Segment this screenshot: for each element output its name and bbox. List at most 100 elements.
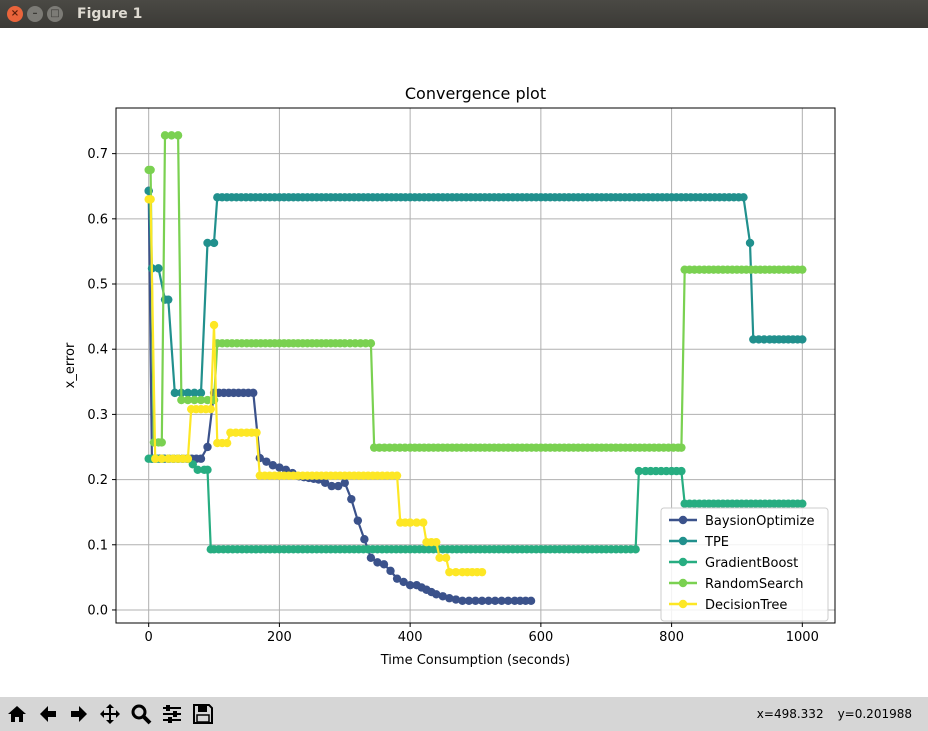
configure-subplots-button[interactable] [158,700,186,728]
data-point-tpe [739,193,748,202]
data-point-decisiontree [445,567,454,577]
y-tick-label: 0.1 [87,538,108,553]
data-point-baysionoptimize [196,454,206,463]
data-point-randomsearch [183,395,193,405]
figure-canvas[interactable]: 0 200 400 600 800 1000 0.0 0.1 0.2 0.3 0.4 0.5 0.6 0.… [0,28,928,697]
data-point-baysionoptimize [451,595,461,604]
data-point-baysionoptimize [464,596,474,606]
y-tick-label: 0.2 [87,473,108,488]
data-point-baysionoptimize [438,592,448,601]
save-icon [193,704,213,724]
data-point-randomsearch [160,131,170,140]
pan-icon [100,704,120,724]
data-point-randomsearch [203,395,212,405]
data-point-randomsearch [677,443,686,452]
minimize-window-button[interactable]: – [27,6,43,22]
home-button[interactable] [3,700,31,728]
y-axis-label: x_error [63,342,78,388]
data-point-decisiontree [392,471,402,480]
maximize-window-button[interactable]: □ [47,6,63,22]
cursor-y-readout: y=0.201988 [837,707,912,721]
data-point-decisiontree [477,567,487,577]
x-tick-label: 800 [659,630,684,645]
chart-title: Convergence plot [405,84,546,103]
data-point-baysionoptimize [275,463,284,472]
data-point-tpe [745,238,755,248]
legend-marker-baysionoptimize [678,515,688,525]
y-tick-label: 0.6 [87,212,108,227]
data-point-tpe [183,388,193,398]
legend-marker-gradientboost [678,557,688,567]
data-point-baysionoptimize [477,596,487,606]
data-point-baysionoptimize [392,574,402,583]
window-title: Figure 1 [77,6,143,22]
x-tick-label: 1000 [786,630,819,645]
data-point-decisiontree [435,553,444,563]
forward-button[interactable] [65,700,93,728]
data-point-randomsearch [190,395,199,405]
back-button[interactable] [34,700,62,728]
data-point-randomsearch [173,131,183,140]
data-point-decisiontree [412,518,421,527]
data-point-decisiontree [252,428,261,437]
data-point-baysionoptimize [327,481,336,491]
data-point-baysionoptimize [347,494,356,504]
data-point-gradientboost [798,499,807,508]
data-point-baysionoptimize [497,596,506,606]
pan-button[interactable] [96,700,124,728]
data-point-baysionoptimize [366,553,376,563]
convergence-chart: 0 200 400 600 800 1000 0.0 0.1 0.2 0.3 0.4 0.5 0.6 0.… [63,84,836,668]
home-icon [8,706,26,722]
series-line-randomsearch [148,134,803,449]
data-point-tpe [170,388,180,398]
window-controls: × – □ [7,6,63,22]
data-point-decisiontree [157,454,166,463]
data-point-tpe [154,264,163,273]
data-point-tpe [190,388,199,398]
data-point-decisiontree [451,567,461,577]
cursor-coordinates: x=498.332 y=0.201988 [757,707,912,721]
data-point-baysionoptimize [360,535,369,544]
forward-icon [71,706,87,722]
window-titlebar: × – □ Figure 1 [0,0,928,28]
data-point-gradientboost [193,465,202,475]
save-button[interactable] [189,700,217,728]
data-point-decisiontree [151,454,160,463]
legend-label-decisiontree: DecisionTree [705,598,787,613]
legend-label-baysionoptimize: BaysionOptimize [705,514,814,529]
data-point-baysionoptimize [262,457,271,466]
data-point-baysionoptimize [353,516,363,525]
zoom-button[interactable] [127,700,155,728]
y-tick-label: 0.3 [87,408,108,423]
data-point-decisiontree [206,404,215,414]
data-point-tpe [196,388,206,398]
data-point-randomsearch [167,131,176,140]
cursor-x-readout: x=498.332 [756,707,824,721]
data-point-baysionoptimize [334,481,343,491]
data-point-baysionoptimize [503,596,513,606]
data-point-decisiontree [441,553,451,563]
data-point-tpe [798,335,807,344]
x-tick-label: 600 [528,630,553,645]
data-point-randomsearch [366,339,376,348]
data-point-randomsearch [177,395,186,405]
data-point-baysionoptimize [340,478,349,488]
data-point-decisiontree [432,537,441,547]
data-point-randomsearch [798,265,807,274]
close-window-button[interactable]: × [7,6,23,22]
data-point-tpe [164,295,173,304]
series-line-tpe [147,190,803,394]
x-tick-label: 200 [267,630,292,645]
data-point-randomsearch [196,395,206,405]
y-tick-label: 0.0 [87,603,108,618]
legend-box [660,507,829,622]
legend-marker-tpe [678,536,688,546]
data-point-decisiontree [405,518,415,527]
data-point-baysionoptimize [484,596,493,606]
data-point-baysionoptimize [379,560,389,569]
data-point-baysionoptimize [526,596,536,606]
data-point-baysionoptimize [471,596,480,606]
data-point-gradientboost [631,545,640,554]
data-point-baysionoptimize [268,461,278,470]
data-point-gradientboost [677,466,686,476]
